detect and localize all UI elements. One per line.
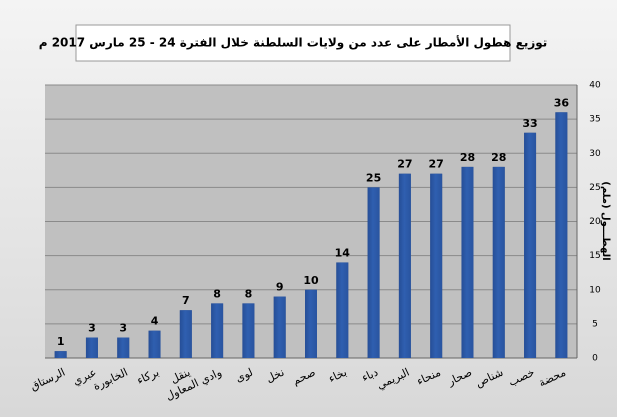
y-tick-label: 35: [589, 115, 600, 125]
data-label: 8: [245, 287, 253, 300]
bar: [179, 310, 192, 358]
y-tick-label: 0: [592, 354, 598, 364]
bar: [85, 337, 98, 358]
y-tick-label: 30: [589, 149, 601, 159]
bar: [54, 351, 67, 358]
chart-title: توزيع هطول الأمطار على عدد من ولايات الس…: [39, 35, 548, 51]
data-label: 27: [429, 158, 444, 171]
y-tick-label: 10: [589, 285, 601, 295]
y-tick-label: 5: [592, 319, 598, 329]
bar: [461, 166, 474, 358]
bar: [524, 132, 537, 358]
data-label: 3: [88, 322, 96, 335]
x-tick-label: دباء: [360, 366, 381, 385]
data-label: 28: [491, 151, 506, 164]
y-tick-label: 20: [589, 217, 601, 227]
y-tick-label: 15: [589, 251, 600, 261]
bar: [430, 173, 443, 358]
bar: [148, 330, 161, 358]
y-tick-label: 40: [589, 81, 601, 91]
data-label: 4: [151, 315, 159, 328]
bar: [211, 303, 224, 358]
data-label: 1: [57, 335, 65, 348]
data-label: 7: [182, 294, 190, 307]
bar: [367, 187, 380, 358]
data-label: 36: [554, 96, 570, 109]
bar: [117, 337, 130, 358]
data-label: 8: [213, 287, 221, 300]
data-label: 3: [119, 322, 127, 335]
y-axis-label: الهطـــول (ملم): [600, 181, 611, 260]
title-box: [75, 24, 511, 62]
data-label: 33: [522, 117, 537, 130]
bar: [273, 296, 286, 358]
bar: [555, 112, 568, 358]
data-label: 28: [460, 151, 475, 164]
bar: [398, 173, 411, 358]
y-tick-label: 25: [589, 183, 600, 193]
bar: [242, 303, 255, 358]
data-label: 14: [335, 246, 351, 259]
data-label: 9: [276, 281, 284, 294]
data-label: 25: [366, 171, 381, 184]
data-label: 10: [303, 274, 319, 287]
data-label: 27: [397, 158, 412, 171]
bar: [305, 289, 317, 358]
bar: [492, 166, 505, 358]
bar: [336, 262, 349, 358]
